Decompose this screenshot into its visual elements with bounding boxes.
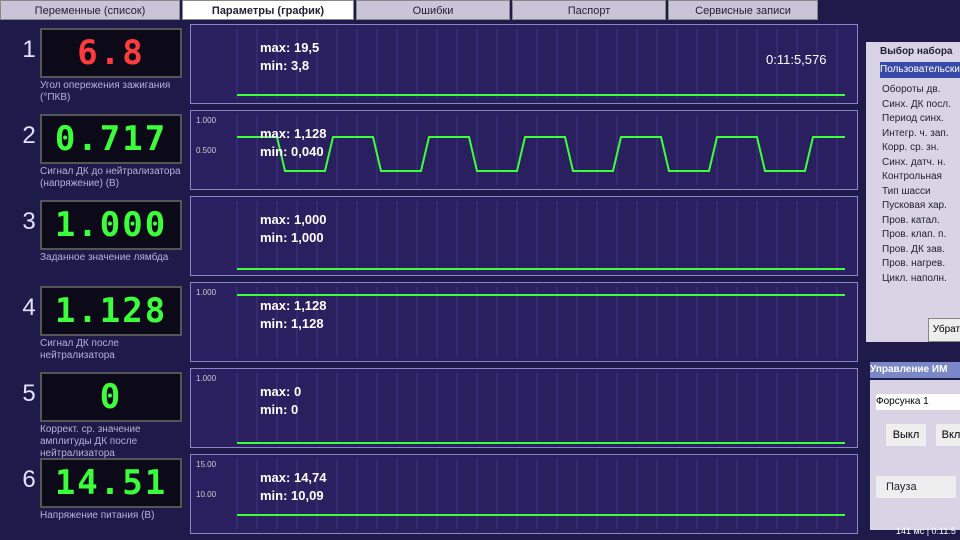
checkbox-item[interactable]: Цикл. наполн.	[882, 272, 947, 284]
parameter-label: Угол опережения зажигания (°ПКВ)	[40, 80, 171, 103]
checkbox-item[interactable]: Корр. ср. зн.	[882, 142, 940, 153]
checkbox-item[interactable]: Контрольная	[882, 171, 942, 182]
preset-select[interactable]: Пользовательский	[880, 62, 960, 78]
off-button[interactable]: Выкл	[886, 424, 926, 446]
row-number: 3	[22, 208, 36, 235]
graph-panel	[190, 110, 858, 190]
axis-label: 10.00	[196, 490, 217, 499]
graph	[236, 287, 845, 357]
graph-panel	[190, 368, 858, 448]
axis-label: 15.00	[196, 460, 217, 469]
graph	[236, 201, 845, 271]
value-display: 6.8	[40, 28, 182, 78]
max-label: max: 0	[260, 384, 302, 399]
tab[interactable]: Параметры (график)	[182, 0, 354, 20]
parameter-label: Коррект. ср. значение амплитуды ДК после…	[40, 424, 141, 459]
side-panel	[866, 42, 960, 342]
checkbox-item[interactable]: Период синх.	[882, 113, 944, 124]
graph	[236, 373, 845, 444]
row-number: 5	[22, 380, 36, 407]
graph-panel	[190, 282, 858, 362]
control-title: Управление ИМ	[870, 362, 960, 378]
max-label: max: 19,5	[260, 40, 320, 55]
checkbox-item[interactable]: Пусковая хар.	[882, 200, 947, 211]
value-display: 1.128	[40, 286, 182, 336]
graph-panel	[190, 24, 858, 104]
checkbox-item[interactable]: Тип шасси	[882, 185, 931, 197]
tab[interactable]: Переменные (список)	[0, 0, 180, 20]
remove-button[interactable]: Убрать	[928, 318, 960, 342]
min-label: min: 3,8	[260, 58, 310, 73]
min-label: min: 10,09	[260, 488, 324, 503]
row-number: 6	[22, 466, 36, 493]
parameter-label: Сигнал ДК до нейтрализатора (напряжение)…	[40, 166, 181, 189]
checkbox-item[interactable]: Синх. ДК посл.	[882, 98, 951, 110]
axis-label: 0.500	[196, 146, 217, 155]
row-number: 1	[22, 36, 36, 63]
checkbox-item[interactable]: Пров. клап. п.	[882, 229, 947, 240]
time-label: 0:11:5,576	[766, 52, 827, 67]
on-button[interactable]: Вкл	[936, 424, 960, 446]
checkbox-item[interactable]: Пров. катал.	[882, 214, 940, 226]
max-label: max: 1,128	[260, 298, 327, 313]
max-label: max: 1,000	[260, 212, 327, 227]
min-label: min: 0,040	[260, 144, 324, 159]
graph	[236, 115, 845, 185]
checkbox-item[interactable]: Интегр. ч. зап.	[882, 127, 949, 139]
max-label: max: 1,128	[260, 126, 327, 141]
value-display: 0	[40, 372, 182, 422]
tab[interactable]: Ошибки	[356, 0, 510, 20]
graph	[236, 459, 845, 529]
pause-button[interactable]: Пауза	[876, 476, 956, 498]
trace	[237, 136, 845, 172]
row-number: 4	[22, 294, 36, 321]
axis-label: 1.000	[196, 374, 217, 383]
checkbox-item[interactable]: Обороты дв.	[882, 84, 941, 95]
value-display: 14.51	[40, 458, 182, 508]
parameter-label: Напряжение питания (В)	[40, 510, 155, 521]
value-display: 1.000	[40, 200, 182, 250]
status-text: 141 мс | 0:11:5	[896, 526, 956, 536]
injector-select[interactable]: Форсунка 1	[876, 394, 960, 410]
graph-panel	[190, 454, 858, 534]
min-label: min: 1,128	[260, 316, 324, 331]
row-number: 2	[22, 122, 36, 149]
checkbox-item[interactable]: Пров. нагрев.	[882, 258, 946, 269]
min-label: min: 0	[260, 402, 299, 417]
parameter-label: Сигнал ДК после нейтрализатора	[40, 338, 119, 361]
axis-label: 1.000	[196, 116, 217, 125]
parameter-label: Заданное значение лямбда	[40, 252, 169, 263]
graph-panel	[190, 196, 858, 276]
max-label: max: 14,74	[260, 470, 327, 485]
tab[interactable]: Сервисные записи	[668, 0, 818, 20]
graph	[236, 29, 845, 99]
axis-label: 1.000	[196, 288, 217, 297]
tab[interactable]: Паспорт	[512, 0, 666, 20]
checkbox-item[interactable]: Синх. датч. н.	[882, 156, 946, 168]
value-display: 0.717	[40, 114, 182, 164]
checkbox-item[interactable]: Пров. ДК зав.	[882, 243, 945, 255]
side-title: Выбор набора	[880, 46, 953, 57]
min-label: min: 1,000	[260, 230, 324, 245]
